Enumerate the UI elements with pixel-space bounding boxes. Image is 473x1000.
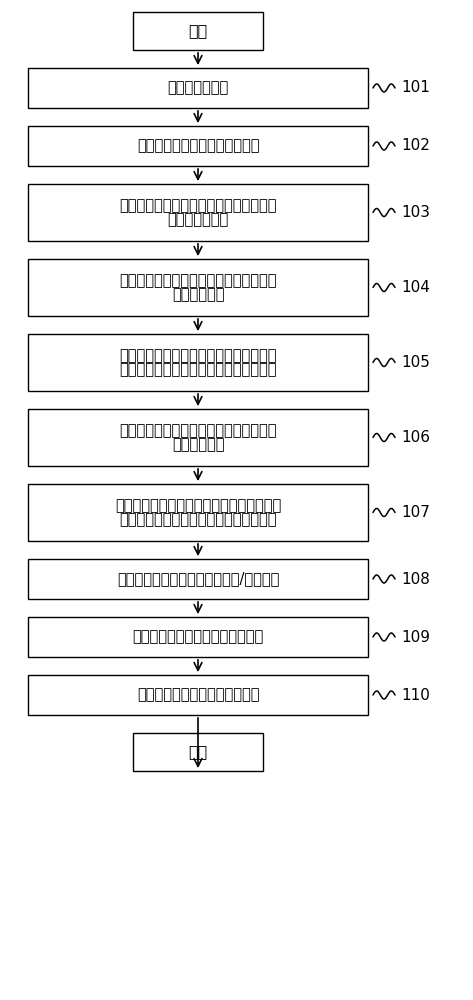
Text: 109: 109 [401,630,430,645]
FancyBboxPatch shape [133,12,263,50]
Text: 于触控线路及边框的上贴合膜及下贴合膜: 于触控线路及边框的上贴合膜及下贴合膜 [119,512,277,527]
FancyBboxPatch shape [28,559,368,599]
Text: 110: 110 [401,688,430,702]
Text: 105: 105 [401,355,430,370]
FancyBboxPatch shape [28,484,368,541]
Text: 对小板玻璃单元的侧缘进行磨边/钻孔作业: 对小板玻璃单元的侧缘进行磨边/钻孔作业 [117,572,279,586]
Text: 103: 103 [401,205,430,220]
Text: 制备一大板玻璃: 制备一大板玻璃 [167,81,228,96]
Text: 对小板玻璃单元进行蚀刻强化处理: 对小板玻璃单元进行蚀刻强化处理 [132,630,263,645]
FancyBboxPatch shape [28,259,368,316]
Text: 开始: 开始 [188,23,208,38]
Text: 沿着切膜线将待裁切区予以撕膜，留下对应: 沿着切膜线将待裁切区予以撕膜，留下对应 [115,498,281,513]
Text: 结束: 结束 [188,744,208,760]
Text: 沿着待裁切区将大板玻璃予以切割成多个: 沿着待裁切区将大板玻璃予以切割成多个 [119,273,277,288]
Text: 在大板玻璃布设多个触控线路以及对应于: 在大板玻璃布设多个触控线路以及对应于 [119,198,277,213]
Text: 对大板玻璃进行第一次强化处理: 对大板玻璃进行第一次强化处理 [137,138,259,153]
FancyBboxPatch shape [133,733,263,771]
Text: 将上贴合膜及下贴合膜对应于待裁切区的: 将上贴合膜及下贴合膜对应于待裁切区的 [119,423,277,438]
FancyBboxPatch shape [28,617,368,657]
Text: 在各个小板玻璃单元的一第一表面及一第: 在各个小板玻璃单元的一第一表面及一第 [119,348,277,363]
Text: 102: 102 [401,138,430,153]
FancyBboxPatch shape [28,184,368,241]
Text: 104: 104 [401,280,430,295]
Text: 107: 107 [401,505,430,520]
Text: 将上贴合膜及下贴合膜予以撕除: 将上贴合膜及下贴合膜予以撕除 [137,688,259,702]
Text: 101: 101 [401,81,430,96]
FancyBboxPatch shape [28,409,368,466]
Text: 106: 106 [401,430,430,445]
Text: 二表面分别贴合一上贴合膜及一下贴合膜: 二表面分别贴合一上贴合膜及一下贴合膜 [119,362,277,377]
FancyBboxPatch shape [28,675,368,715]
FancyBboxPatch shape [28,334,368,391]
Text: 区域予以切膜: 区域予以切膜 [172,437,224,452]
Text: 小板玻璃单元: 小板玻璃单元 [172,287,224,302]
FancyBboxPatch shape [28,68,368,108]
Text: 触控线路的边框: 触控线路的边框 [167,212,228,227]
Text: 108: 108 [401,572,430,586]
FancyBboxPatch shape [28,126,368,166]
